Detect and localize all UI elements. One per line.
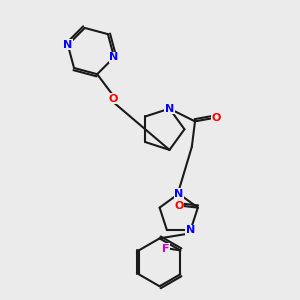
- Text: N: N: [63, 40, 73, 50]
- Text: N: N: [186, 225, 195, 235]
- Text: N: N: [110, 52, 119, 62]
- Text: O: O: [109, 94, 118, 104]
- Text: F: F: [162, 244, 170, 254]
- Text: N: N: [174, 189, 183, 199]
- Text: O: O: [174, 201, 183, 211]
- Text: O: O: [212, 113, 221, 123]
- Text: N: N: [165, 103, 174, 114]
